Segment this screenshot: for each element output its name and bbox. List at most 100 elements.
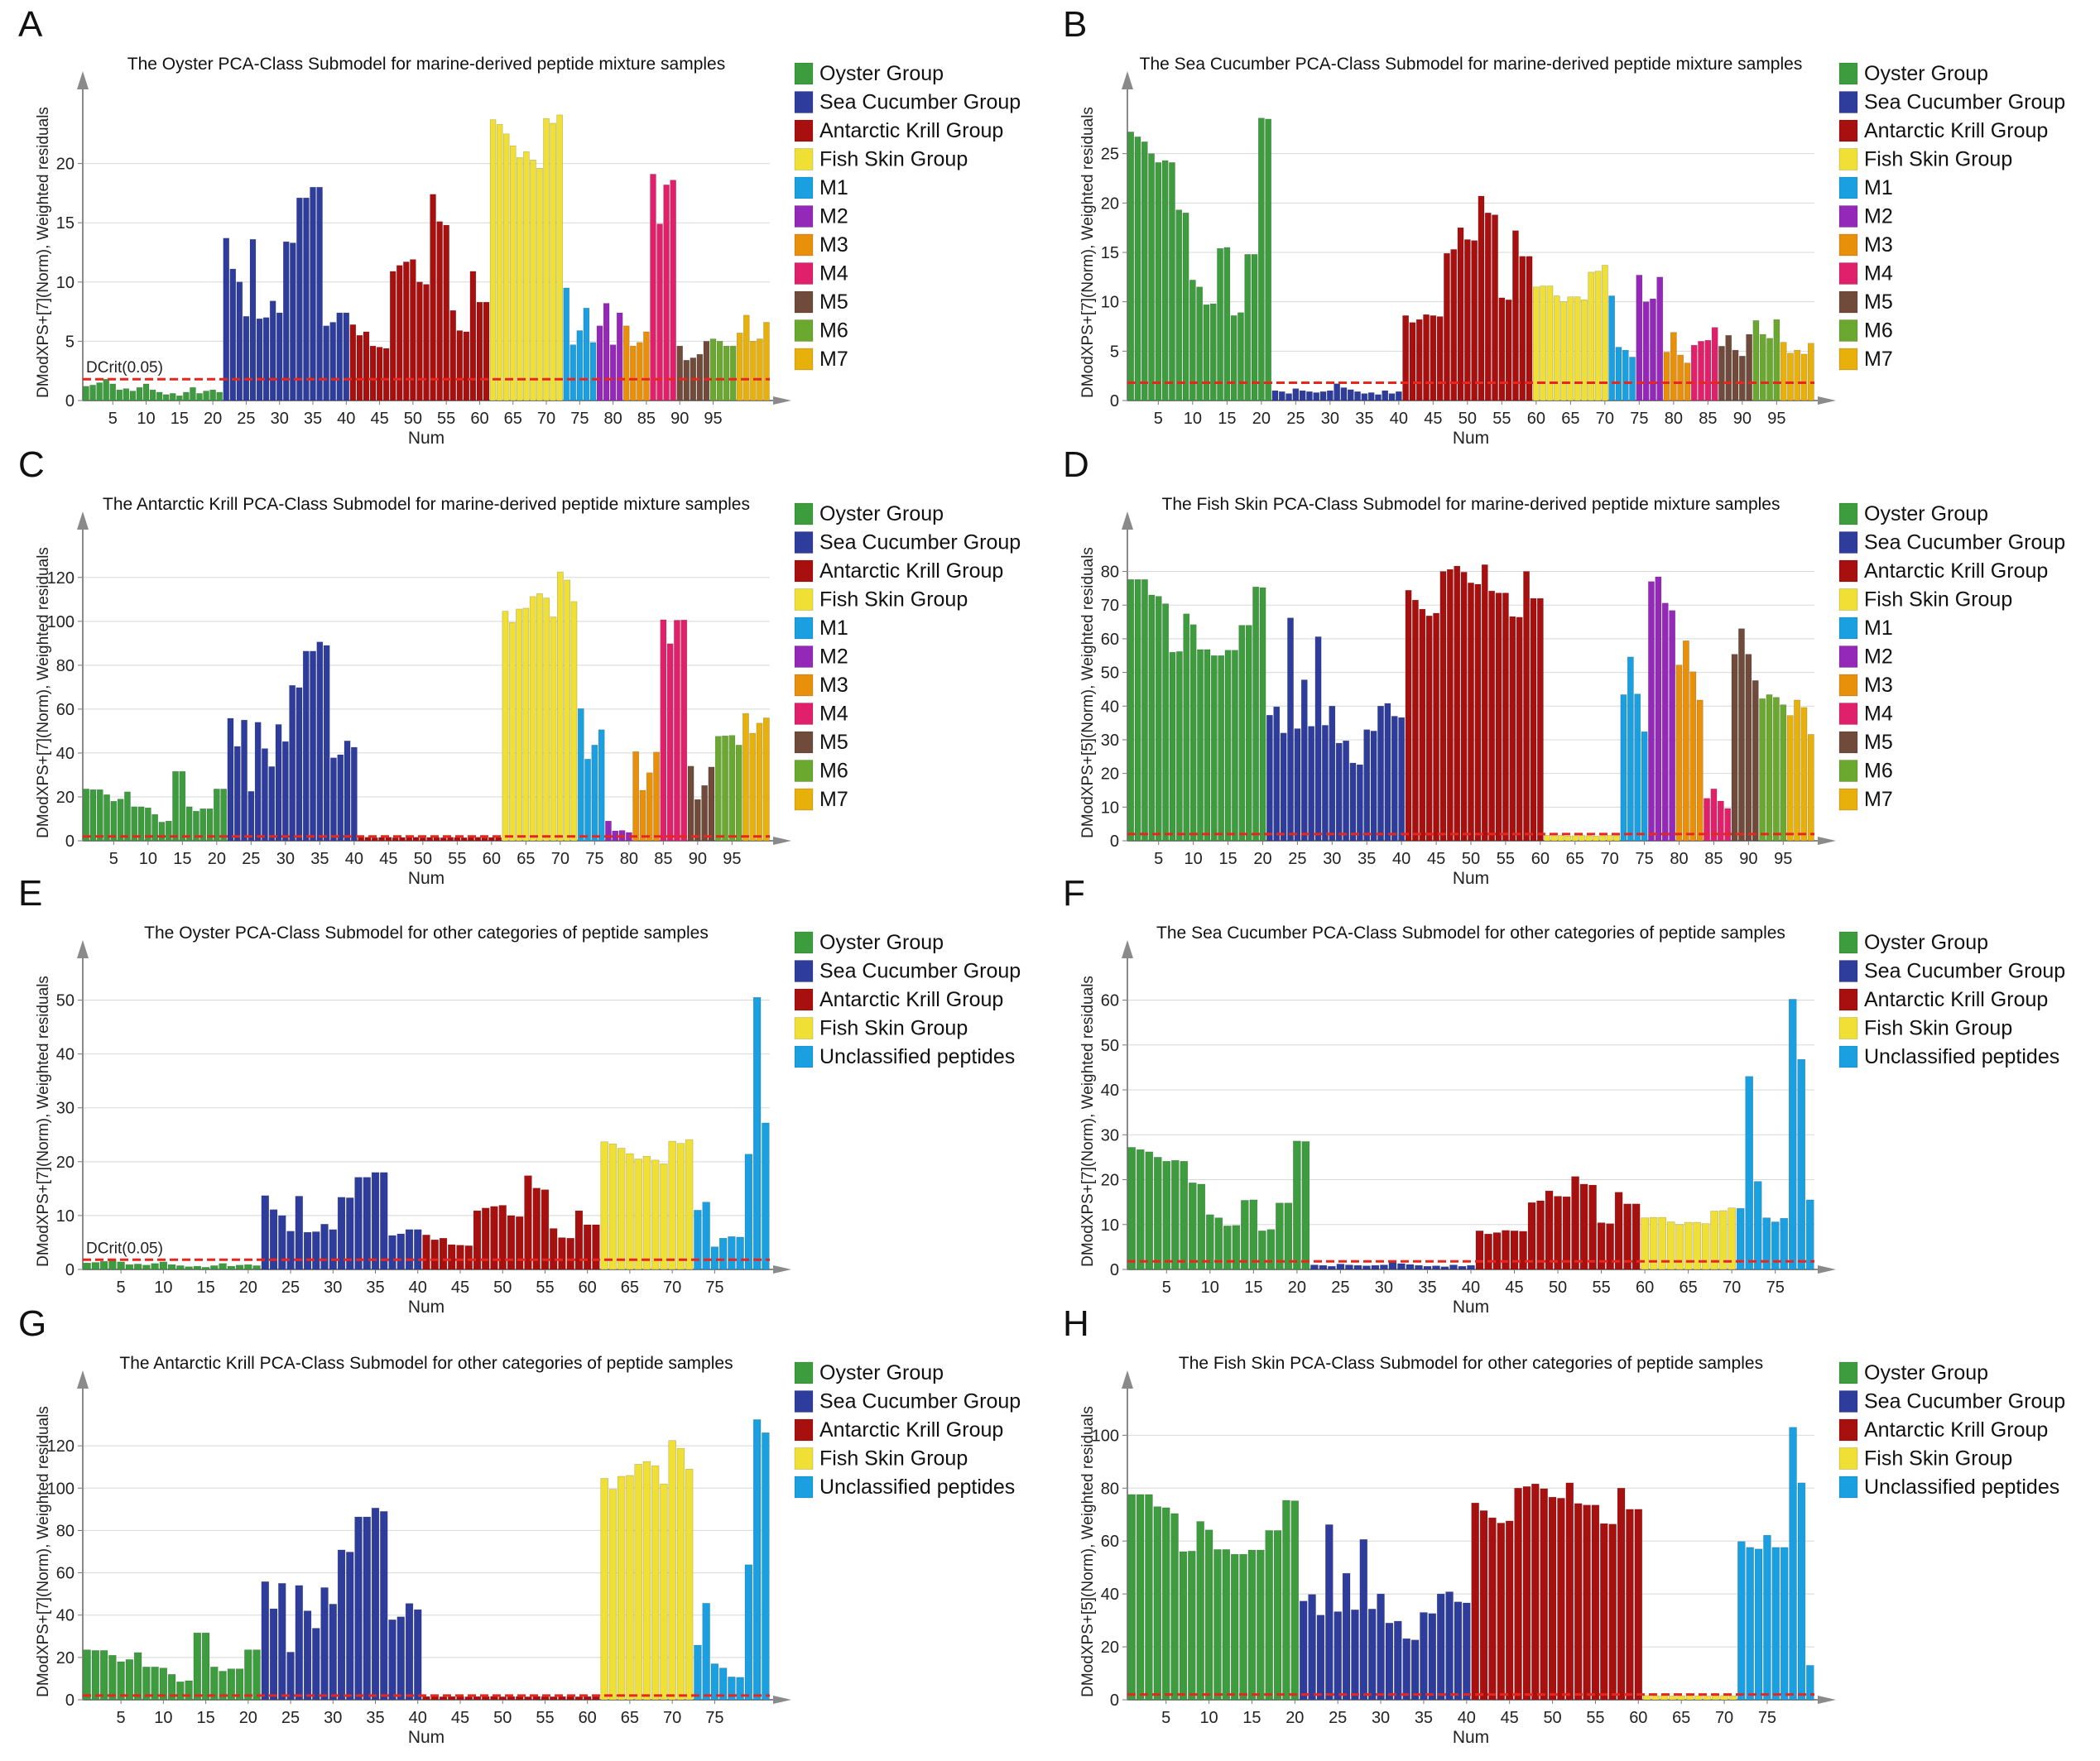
legend-swatch [1838, 290, 1858, 314]
chart-panel-d: D The Fish Skin PCA-Class Submodel for ma… [1063, 444, 2065, 888]
legend-entry: Oyster Group [819, 62, 944, 85]
bar [549, 1228, 558, 1270]
bar [220, 789, 228, 842]
bar [1484, 1233, 1492, 1270]
bar [517, 157, 523, 401]
bar [1746, 333, 1753, 401]
bar [396, 1616, 405, 1701]
bar [316, 186, 323, 401]
legend-entry: Oyster Group [1864, 1361, 1988, 1384]
bar [449, 309, 456, 401]
bar [694, 1644, 702, 1701]
x-axis-label: Num [408, 869, 445, 888]
bar [423, 284, 430, 401]
bar [110, 800, 118, 842]
bar [320, 1224, 329, 1270]
x-tick-label: 95 [723, 850, 741, 868]
bar [185, 1266, 193, 1270]
bar [556, 571, 564, 842]
bar [694, 1210, 702, 1270]
bar [1693, 1221, 1701, 1270]
bar [133, 1264, 142, 1270]
bar [1690, 344, 1698, 401]
bar [464, 1696, 473, 1701]
bar [1213, 1549, 1222, 1701]
x-tick-label: 90 [670, 410, 689, 428]
bar [1382, 390, 1389, 401]
x-tick-label: 45 [379, 850, 397, 868]
bar [502, 133, 510, 401]
bar [1316, 1615, 1325, 1701]
x-tick-label: 25 [1288, 850, 1306, 868]
bar [185, 806, 193, 842]
bar [269, 1608, 278, 1701]
bar [1335, 742, 1343, 842]
bar [83, 1649, 91, 1701]
y-axis-label: DModXPS+[7](Norm), Weighted residuals [35, 547, 52, 838]
x-tick-label: 75 [1635, 850, 1653, 868]
legend-entry: M7 [819, 788, 848, 811]
bar [482, 1207, 490, 1270]
x-tick-label: 70 [1715, 1709, 1733, 1727]
bar [396, 1233, 405, 1270]
bar [1648, 581, 1655, 842]
x-tick-label: 50 [493, 1279, 512, 1297]
bar [1484, 212, 1492, 401]
bar [1752, 680, 1759, 842]
bar [583, 1696, 592, 1701]
bar [1682, 641, 1689, 842]
legend-entry: Unclassified peptides [1864, 1475, 2059, 1499]
y-axis-label: DModXPS+[5](Norm), Weighted residuals [1079, 547, 1097, 838]
bar [729, 345, 737, 401]
bar [216, 391, 223, 401]
x-tick-label: 5 [108, 410, 118, 428]
y-axis-arrow-icon [77, 71, 89, 89]
legend-swatch [794, 731, 814, 754]
legend-swatch [1838, 1475, 1858, 1499]
bar [1230, 1553, 1239, 1701]
bar [103, 378, 109, 401]
bar [125, 1659, 134, 1701]
legend-swatch [794, 262, 814, 285]
bar [1457, 227, 1464, 401]
bar [229, 268, 237, 401]
bar [129, 391, 137, 401]
bar [1385, 1623, 1394, 1701]
bar [1204, 1529, 1213, 1701]
bar [1599, 835, 1607, 842]
bar [728, 1236, 736, 1270]
bar [1196, 286, 1204, 401]
bar [1710, 1211, 1718, 1270]
bar [1502, 593, 1509, 842]
bar [1677, 1695, 1685, 1701]
bar [142, 1264, 151, 1270]
bar [276, 312, 283, 401]
bar [199, 808, 207, 842]
bar [502, 611, 509, 842]
bar [380, 1511, 388, 1701]
bar [1478, 195, 1485, 401]
y-tick-label: 50 [56, 992, 74, 1010]
bar [1347, 389, 1354, 401]
bar [524, 1175, 532, 1270]
legend-swatch [794, 176, 814, 199]
legend-swatch [794, 931, 814, 954]
bar [302, 650, 310, 842]
bar [176, 1265, 185, 1270]
dcrit-label: DCrit(0.05) [86, 359, 163, 377]
bar [1460, 572, 1468, 842]
x-tick-label: 60 [1527, 410, 1545, 428]
bar [1203, 304, 1210, 401]
bar [744, 1564, 753, 1701]
bar [1436, 316, 1444, 401]
bar [507, 1215, 516, 1270]
x-tick-label: 15 [196, 1709, 214, 1727]
bar [488, 837, 495, 842]
y-tick-label: 80 [1101, 1480, 1119, 1498]
bar [1394, 1620, 1402, 1701]
bar [1492, 214, 1498, 401]
bar [1148, 153, 1155, 401]
x-axis-arrow-icon [1818, 396, 1836, 405]
bar [1223, 247, 1231, 401]
